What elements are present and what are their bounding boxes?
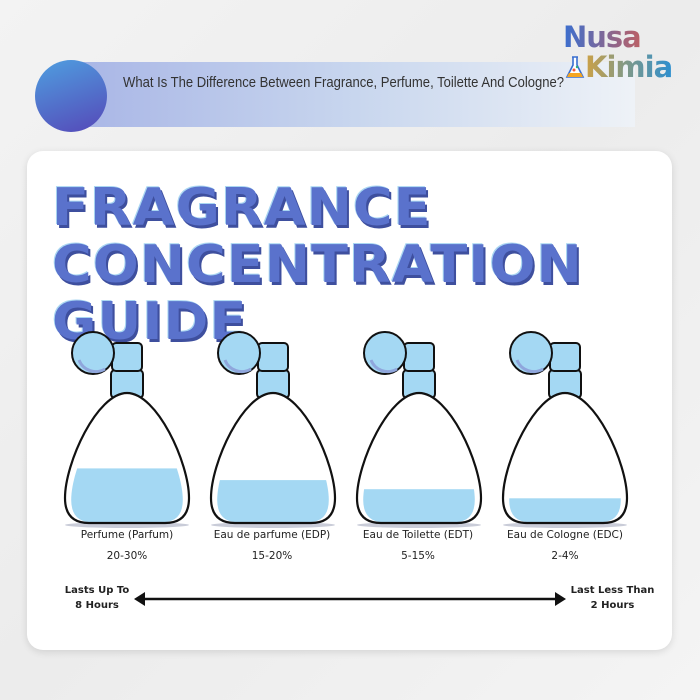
bottle-label-2: Eau de parfume (EDP) 15-20%	[192, 525, 352, 567]
atomizer-bulb	[217, 331, 261, 375]
scale-left-label: Lasts Up To 8 Hours	[64, 585, 130, 611]
atomizer-bulb	[363, 331, 407, 375]
liquid-level	[509, 498, 621, 523]
perfume-bottle	[63, 331, 191, 528]
banner-circle	[35, 60, 107, 132]
longevity-arrow	[134, 592, 566, 606]
arrow-left-head	[134, 592, 145, 606]
arrow-right-head	[555, 592, 566, 606]
perfume-bottle	[501, 331, 629, 528]
bottle-cap	[549, 342, 581, 372]
bottle-name: Perfume (Parfum)	[80, 529, 174, 541]
atomizer-bulb	[509, 331, 553, 375]
bottle-concentration: 15-20%	[251, 550, 293, 562]
bottle-cap	[111, 342, 143, 372]
bulb-shade	[369, 359, 398, 374]
bottle-label-1: Perfume (Parfum) 20-30%	[47, 525, 207, 567]
liquid-level	[217, 480, 329, 523]
logo: Nusa Kimia	[563, 22, 673, 82]
perfume-bottle	[355, 331, 483, 528]
bottle-concentration: 5-15%	[401, 550, 435, 562]
bottle-body-outline	[355, 391, 483, 525]
bottle-concentration: 2-4%	[551, 550, 579, 562]
scale-right-label: Last Less Than 2 Hours	[570, 585, 655, 611]
bottle-concentration: 20-30%	[106, 550, 148, 562]
bulb-shade	[515, 359, 544, 374]
bottle-cap	[403, 342, 435, 372]
liquid-level	[363, 489, 475, 523]
question-banner	[75, 62, 635, 127]
bulb-shade	[77, 359, 106, 374]
bottle-body-outline	[63, 391, 191, 525]
bottle-body-outline	[501, 391, 629, 525]
title-line1: FRAGRANCE	[52, 178, 432, 238]
question-text: What Is The Difference Between Fragrance…	[123, 75, 565, 91]
flask-icon	[565, 56, 585, 78]
bulb-shade	[223, 359, 252, 374]
bottle-cap	[257, 342, 289, 372]
bottle-label-3: Eau de Toilette (EDT) 5-15%	[338, 525, 498, 567]
bottle-label-4: Eau de Cologne (EDC) 2-4%	[485, 525, 645, 567]
bottle-body-outline	[209, 391, 337, 525]
guide-title: FRAGRANCE CONCENTRATION GUIDE	[52, 180, 700, 351]
logo-line1: Nusa	[563, 22, 672, 52]
bottle-name: Eau de Cologne (EDC)	[507, 529, 623, 541]
liquid-level	[71, 468, 183, 523]
atomizer-bulb	[71, 331, 115, 375]
bottle-name: Eau de parfume (EDP)	[213, 529, 331, 541]
title-line2: CONCENTRATION GUIDE	[52, 235, 583, 352]
perfume-bottle	[209, 331, 337, 528]
logo-line2: Kimia	[563, 52, 673, 82]
bottle-name: Eau de Toilette (EDT)	[362, 529, 474, 541]
bottle-body-fill	[503, 393, 627, 523]
